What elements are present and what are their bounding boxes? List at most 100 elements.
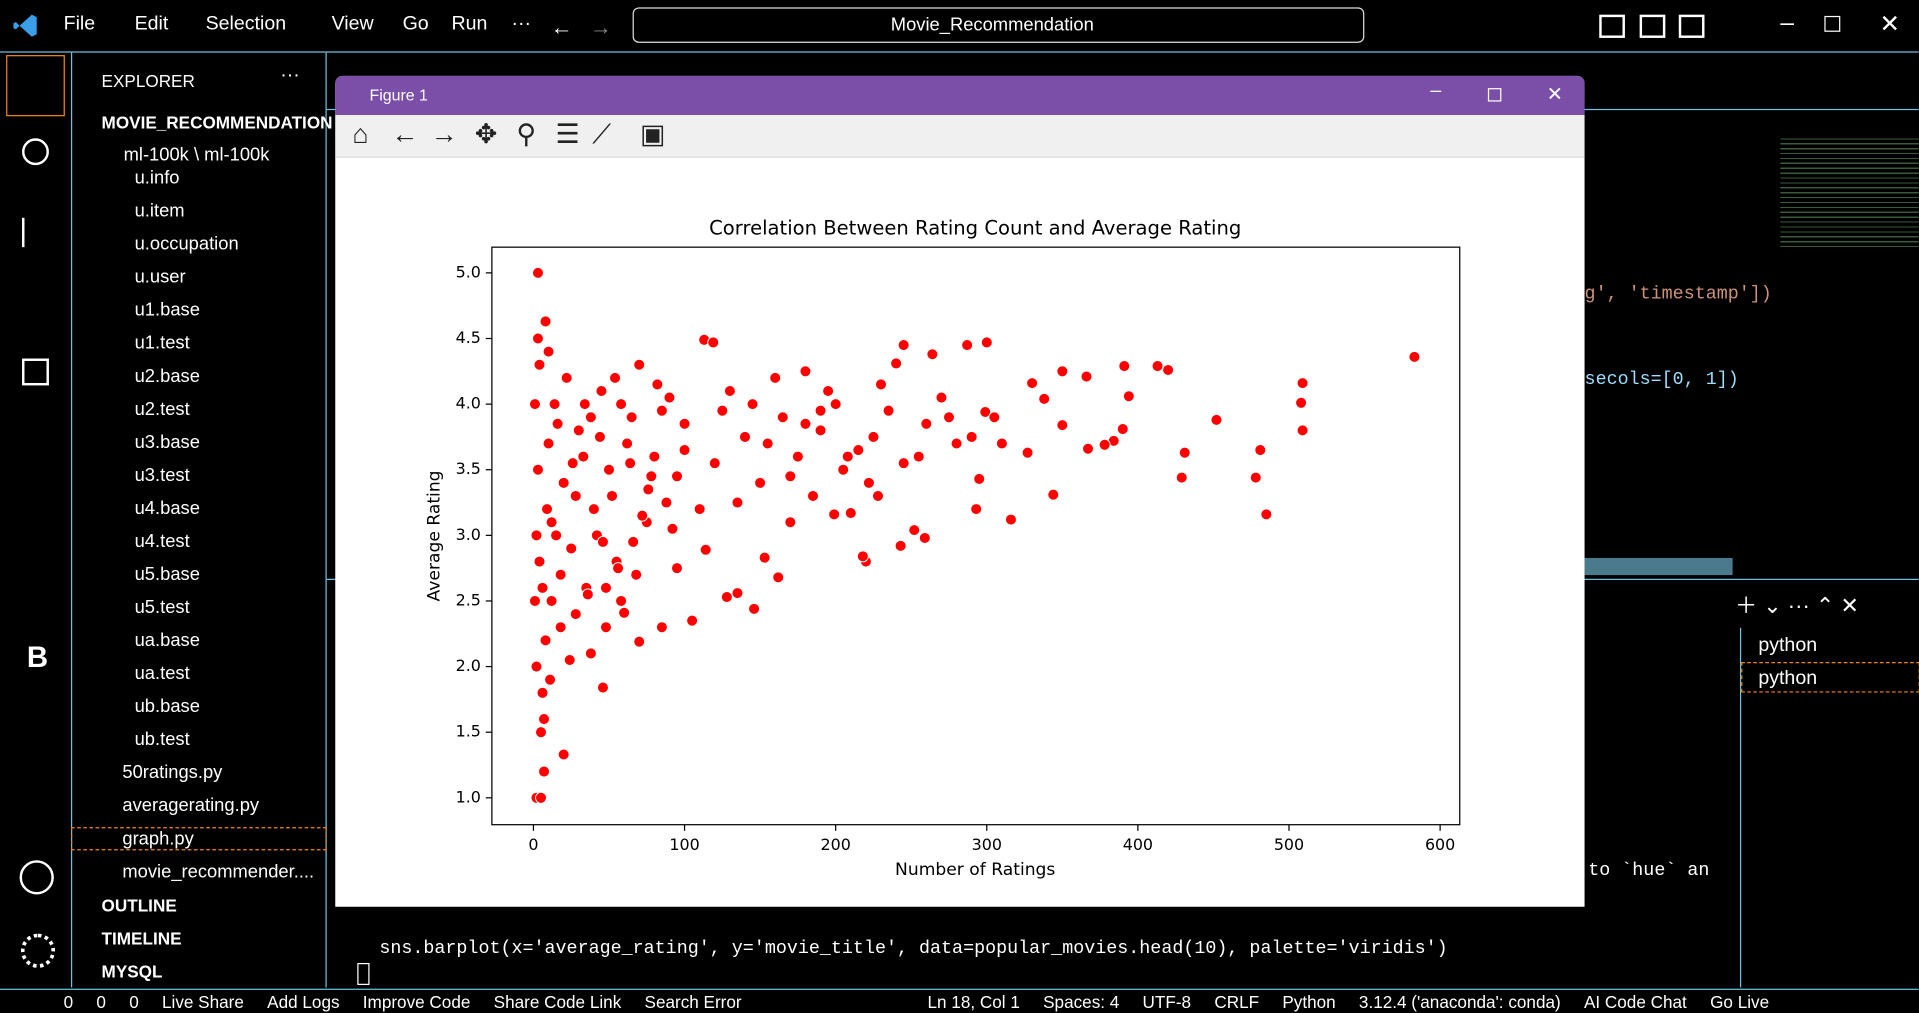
menu-item[interactable]: View <box>331 13 374 35</box>
scatter-point <box>569 608 582 621</box>
file-item[interactable]: u1.test <box>134 332 190 354</box>
file-item[interactable]: u2.test <box>134 398 190 420</box>
file-item[interactable]: ub.test <box>134 729 190 751</box>
scatter-point <box>550 529 563 542</box>
figure-minimize[interactable]: – <box>1430 80 1442 102</box>
scatter-point <box>875 378 887 391</box>
file-item[interactable]: u.user <box>134 266 186 288</box>
account-icon[interactable] <box>19 860 54 895</box>
file-item[interactable]: u.item <box>134 200 185 222</box>
status-item[interactable]: Go Live <box>1710 992 1770 1012</box>
tool-forward[interactable]: → <box>430 118 458 150</box>
scatter-point <box>1408 350 1421 363</box>
tool-axes[interactable]: ⟋ <box>592 118 612 150</box>
x-tick-label: 500 <box>1274 835 1304 854</box>
file-item[interactable]: u3.test <box>134 464 190 486</box>
file-item[interactable]: averagerating.py <box>122 795 260 817</box>
status-item[interactable]: 0 <box>129 992 139 1012</box>
figure-maximize[interactable] <box>1487 88 1502 102</box>
file-item[interactable]: u5.base <box>134 564 200 585</box>
tool-configure[interactable]: ☰ <box>555 118 580 150</box>
extensions-icon[interactable] <box>22 358 49 386</box>
restore[interactable] <box>1824 15 1841 32</box>
file-item[interactable]: 50ratings.py <box>122 762 223 784</box>
menu-item[interactable]: ··· <box>511 13 532 35</box>
file-item[interactable]: graph.py <box>70 827 327 851</box>
file-item[interactable]: ub.base <box>134 696 200 718</box>
file-item[interactable]: ua.base <box>134 630 200 651</box>
scatter-point <box>772 571 785 584</box>
status-item[interactable]: Add Logs <box>267 992 340 1012</box>
menu-item[interactable]: Go <box>402 13 429 35</box>
nav-back[interactable]: ← <box>550 14 573 40</box>
scatter-point <box>655 404 668 417</box>
status-item[interactable]: Live Share <box>161 992 244 1012</box>
scatter-point <box>1122 390 1135 403</box>
tool-save[interactable]: ▣ <box>639 118 666 150</box>
scatter-point <box>980 336 993 349</box>
section-header[interactable]: OUTLINE <box>101 895 177 916</box>
nav-forward[interactable]: → <box>589 14 612 40</box>
file-item[interactable]: u3.base <box>134 431 200 453</box>
section-header[interactable]: TIMELINE <box>101 928 182 949</box>
status-item[interactable]: 3.12.4 ('anaconda': conda) <box>1358 992 1561 1012</box>
scatter-point <box>531 332 544 345</box>
file-item[interactable]: u1.base <box>134 299 200 321</box>
layout-toggle[interactable] <box>1678 14 1705 38</box>
status-item[interactable]: Share Code Link <box>493 992 622 1012</box>
menu-item[interactable]: File <box>63 13 96 35</box>
tool-zoom[interactable]: ⚲ <box>516 118 537 150</box>
file-item[interactable]: u.info <box>134 167 180 189</box>
menu-item[interactable]: Run <box>451 13 488 35</box>
tool-pan[interactable]: ✥ <box>474 118 498 150</box>
status-item[interactable]: Ln 18, Col 1 <box>927 992 1020 1012</box>
more-actions[interactable]: ··· <box>280 64 300 86</box>
scatter-point <box>920 417 933 430</box>
file-item[interactable]: u5.test <box>134 597 190 618</box>
status-item[interactable]: AI Code Chat <box>1583 992 1687 1012</box>
status-item[interactable]: Python <box>1282 992 1336 1012</box>
scatter-point <box>666 522 679 535</box>
x-tick-label: 100 <box>669 835 699 854</box>
command-center[interactable]: Movie_Recommendation <box>632 7 1365 43</box>
section-header[interactable]: MYSQL <box>101 961 163 982</box>
y-tick-label: 2.5 <box>456 590 481 609</box>
explorer-icon[interactable] <box>6 55 65 117</box>
file-item[interactable]: u4.test <box>134 531 190 552</box>
status-item[interactable]: 0 <box>96 992 106 1012</box>
terminal-tab[interactable]: python <box>1758 635 1818 656</box>
tool-home[interactable]: ⌂ <box>352 118 369 150</box>
terminal-tab[interactable]: python <box>1758 668 1818 689</box>
root-folder[interactable]: MOVIE_RECOMMENDATION <box>101 112 333 133</box>
scm-icon[interactable] <box>22 217 44 248</box>
file-item[interactable]: ua.test <box>134 663 190 684</box>
scatter-point <box>1175 471 1188 484</box>
file-item[interactable]: u4.base <box>134 498 200 519</box>
file-item[interactable]: movie_recommender.... <box>122 861 315 883</box>
panel-actions[interactable]: ＋ ⌄ ··· ⌃ ✕ <box>1735 593 1859 618</box>
scatter-point <box>633 358 646 371</box>
status-item[interactable]: CRLF <box>1214 992 1260 1012</box>
layout-toggle[interactable] <box>1639 14 1666 38</box>
file-item[interactable]: u2.base <box>134 365 200 387</box>
scatter-point <box>530 660 543 673</box>
menu-item[interactable]: Edit <box>134 13 169 35</box>
tool-back[interactable]: ← <box>391 118 419 150</box>
search-icon[interactable] <box>22 138 49 166</box>
settings-icon[interactable] <box>20 933 56 968</box>
status-item[interactable]: UTF-8 <box>1142 992 1192 1012</box>
close[interactable]: ✕ <box>1879 11 1900 38</box>
figure-close[interactable]: ✕ <box>1546 84 1564 106</box>
status-item[interactable]: Spaces: 4 <box>1043 992 1120 1012</box>
sub-folder[interactable]: ml-100k \ ml-100k <box>123 144 270 166</box>
scatter-point <box>569 489 582 502</box>
scatter-point <box>1080 370 1093 383</box>
minimize[interactable]: – <box>1780 9 1794 37</box>
status-item[interactable]: 0 <box>63 992 74 1012</box>
menu-item[interactable]: Selection <box>205 13 287 35</box>
layout-toggle[interactable] <box>1599 14 1625 38</box>
status-item[interactable]: Improve Code <box>362 992 471 1012</box>
activity-letter[interactable]: B <box>26 641 49 675</box>
status-item[interactable]: Search Error <box>644 992 742 1012</box>
file-item[interactable]: u.occupation <box>134 233 239 255</box>
